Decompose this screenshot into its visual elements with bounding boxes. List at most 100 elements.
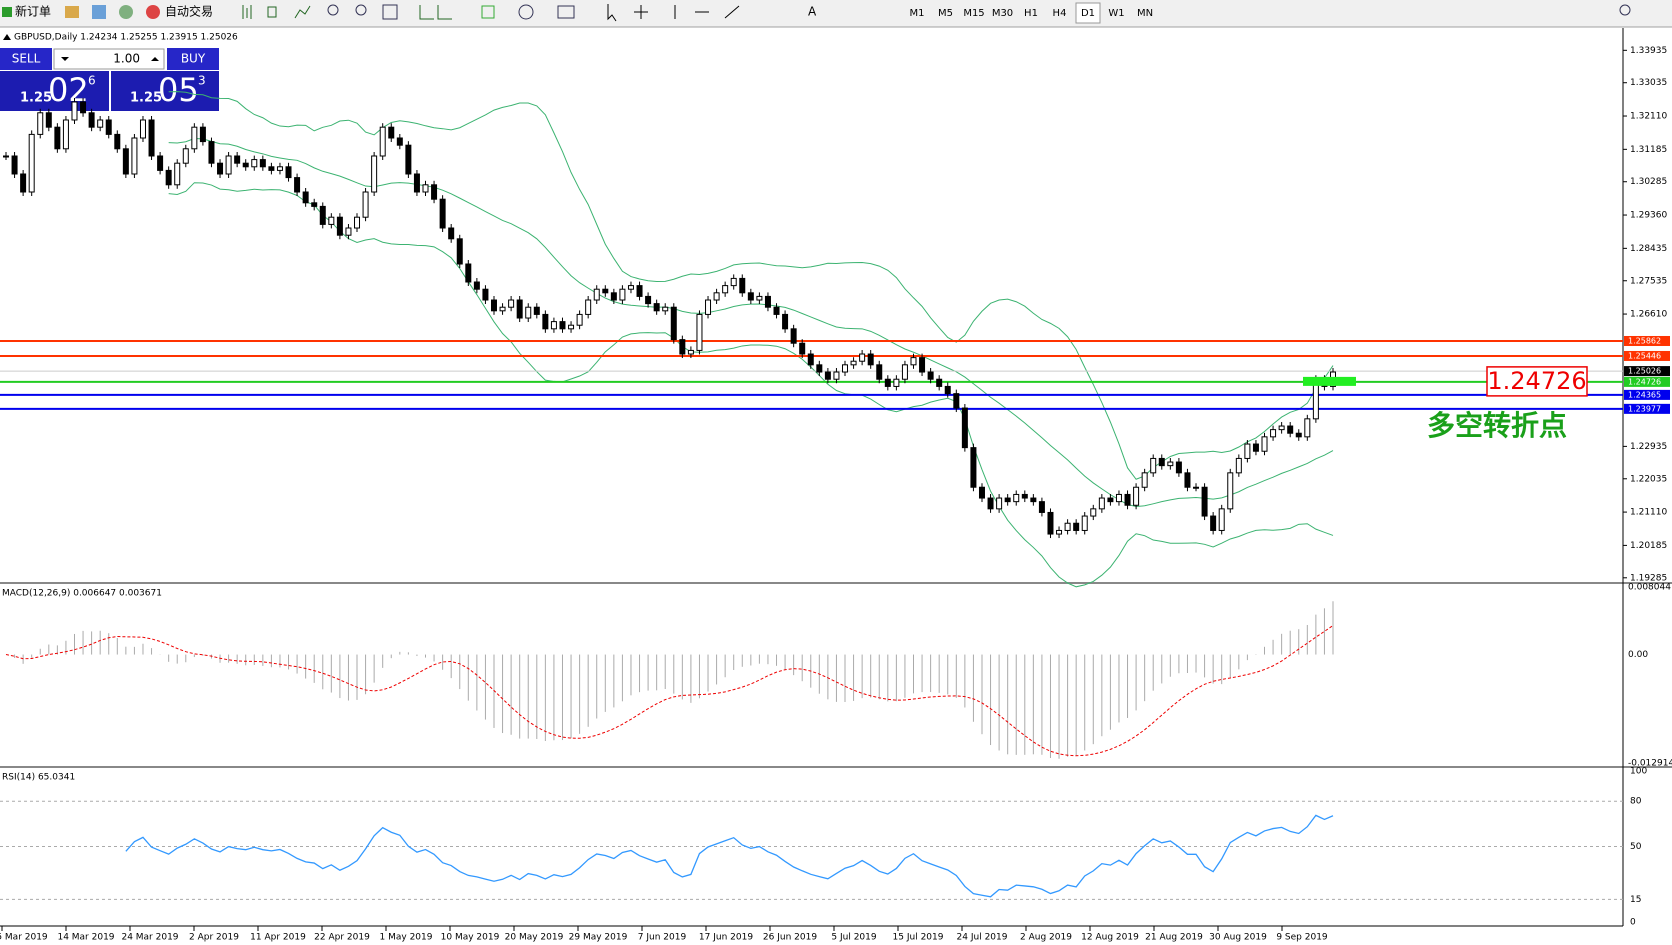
pane-separator (0, 582, 1672, 584)
candle (54, 126, 61, 150)
candle (354, 216, 361, 229)
current-price-label: 1.25026 (1628, 367, 1661, 376)
candle (936, 378, 943, 387)
icon[interactable] (419, 5, 452, 20)
candle (893, 378, 900, 387)
timeframe[interactable]: M1 (910, 8, 925, 19)
new-order-icon[interactable] (2, 7, 12, 17)
candle (1081, 515, 1088, 531)
icon[interactable] (92, 5, 106, 19)
ask-pips: 05 (158, 71, 199, 109)
time-label: 7 Jun 2019 (638, 933, 687, 943)
candle (559, 321, 566, 330)
buy-button[interactable] (167, 48, 219, 70)
bid-box[interactable] (0, 71, 109, 111)
time-label: 1 May 2019 (380, 933, 433, 943)
icon[interactable] (327, 4, 339, 16)
time-label: 22 Apr 2019 (314, 933, 370, 943)
icon[interactable] (119, 5, 133, 19)
ask-box[interactable] (111, 71, 219, 111)
price-tick-label: 1.27535 (1630, 276, 1667, 286)
price-tick-label: 1.31185 (1630, 145, 1667, 155)
candle (311, 202, 318, 207)
icon[interactable] (267, 6, 277, 18)
candle (944, 385, 951, 395)
candle (1098, 497, 1105, 510)
candle (1021, 493, 1028, 499)
candle (139, 119, 146, 139)
auto-trading-icon[interactable] (146, 5, 160, 19)
timeframe[interactable]: H1 (1024, 8, 1038, 19)
candle (473, 281, 480, 290)
candle (576, 313, 583, 326)
candle (910, 357, 917, 366)
candle (1235, 457, 1242, 474)
new-order[interactable]: 新订单 (15, 4, 51, 19)
candle (302, 191, 309, 204)
candle (37, 112, 44, 135)
lot-input[interactable] (53, 48, 165, 70)
candle (482, 288, 489, 301)
time-label: 17 Jun 2019 (699, 933, 753, 943)
price-label-bg (1624, 350, 1670, 361)
icon[interactable] (294, 5, 311, 19)
time-label: 24 Mar 2019 (121, 933, 178, 943)
candle (1038, 501, 1045, 513)
timeframe[interactable]: M30 (992, 8, 1013, 19)
icon[interactable] (65, 6, 79, 18)
timeframe[interactable]: M5 (938, 8, 953, 19)
icon[interactable] (382, 4, 398, 20)
candle (919, 357, 926, 373)
timeframe[interactable]: D1 (1081, 8, 1095, 19)
price-tick-label: 1.29360 (1630, 211, 1667, 221)
candle (790, 328, 797, 344)
candle (379, 126, 386, 157)
timeframe[interactable]: MN (1137, 8, 1153, 19)
timeframe[interactable]: M15 (963, 8, 984, 19)
candle (516, 299, 523, 319)
candle (1261, 436, 1268, 452)
timeframe[interactable]: H4 (1053, 8, 1067, 19)
candle (859, 353, 866, 362)
pane-separator (0, 766, 1672, 768)
candle (1270, 429, 1277, 438)
collapse-icon[interactable] (3, 34, 11, 40)
icon[interactable] (557, 5, 575, 19)
candle (799, 342, 806, 355)
timeframe[interactable]: W1 (1108, 8, 1124, 19)
auto-trading[interactable]: 自动交易 (165, 4, 213, 19)
icon[interactable] (607, 4, 617, 22)
price-tick-label: 1.21110 (1630, 508, 1667, 518)
icon[interactable] (355, 4, 367, 16)
icon[interactable] (518, 4, 534, 20)
sell-button[interactable] (0, 48, 52, 70)
candle (508, 299, 515, 308)
candle (1218, 508, 1225, 531)
candle (97, 119, 104, 128)
text-tool[interactable]: A (808, 5, 817, 19)
candle (901, 364, 908, 380)
buy-label[interactable]: BUY (181, 52, 206, 66)
icon[interactable] (634, 5, 740, 19)
candle (1090, 508, 1097, 517)
candle (705, 299, 712, 315)
sell-label[interactable]: SELL (12, 52, 41, 66)
candle (653, 303, 660, 312)
candle (867, 353, 874, 366)
price-label-bg (1624, 335, 1670, 346)
candle (636, 285, 643, 297)
candle (850, 360, 857, 366)
candle (114, 133, 121, 150)
candle (627, 285, 634, 290)
candle (1193, 486, 1200, 489)
price-box-label: 1.24726 (1487, 367, 1586, 395)
lot-value[interactable]: 1.00 (113, 52, 140, 66)
candle (756, 295, 763, 301)
candle (1004, 497, 1011, 503)
symbol-header: GBPUSD,Daily 1.24234 1.25255 1.23915 1.2… (14, 33, 238, 43)
icon[interactable] (481, 5, 495, 19)
search-icon[interactable] (1619, 4, 1631, 16)
candle (970, 447, 977, 488)
candle (602, 288, 609, 294)
icon[interactable] (242, 5, 252, 19)
